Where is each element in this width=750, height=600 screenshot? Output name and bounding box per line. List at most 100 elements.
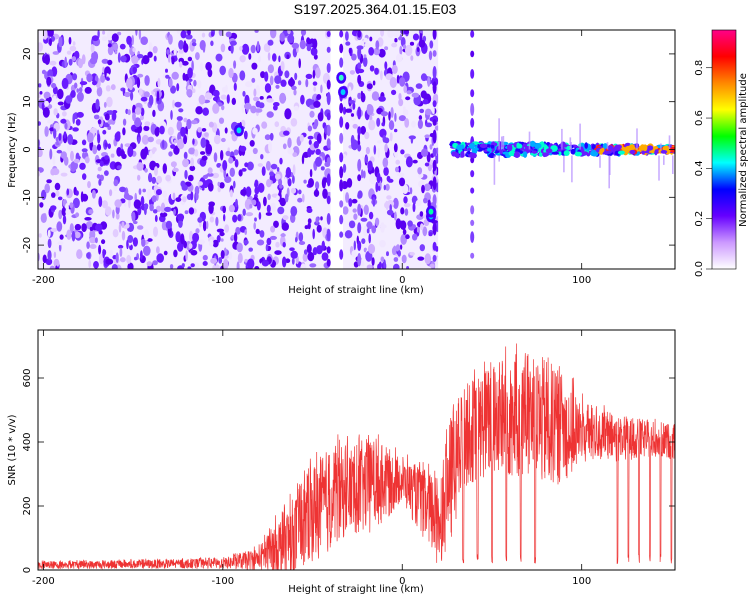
noise-blob [222, 160, 228, 171]
noise-blob [402, 184, 409, 195]
noise-blob [204, 92, 213, 100]
noise-blob [142, 188, 146, 193]
noise-blob [185, 250, 188, 261]
streak-blob [339, 179, 344, 192]
signal-blob [570, 149, 576, 154]
noise-blob [109, 189, 113, 197]
noise-blob [242, 208, 246, 216]
noise-blob [136, 77, 141, 89]
noise-blob [197, 79, 202, 89]
noise-blob [220, 150, 224, 161]
noise-blob [195, 228, 200, 234]
noise-blob [233, 149, 239, 156]
noise-blob [72, 113, 75, 125]
noise-blob [152, 147, 157, 152]
noise-blob [189, 165, 196, 172]
streak-blob [339, 231, 344, 238]
residual-streak [571, 155, 573, 183]
noise-blob [38, 83, 42, 88]
noise-blob [278, 55, 281, 63]
noise-blob [398, 93, 402, 101]
noise-blob [222, 205, 226, 214]
noise-blob [126, 239, 129, 250]
noise-blob [313, 100, 321, 108]
noise-blob [134, 128, 139, 133]
noise-blob [98, 196, 103, 208]
noise-blob [265, 244, 269, 252]
noise-blob [398, 115, 406, 122]
streak-blob [432, 100, 437, 108]
noise-blob [282, 215, 289, 221]
noise-blob [173, 249, 178, 258]
noise-blob [382, 134, 387, 143]
streak-blob [432, 119, 437, 126]
noise-blob [287, 178, 292, 187]
noise-blob [38, 170, 41, 177]
noise-blob [181, 60, 189, 66]
noise-blob [102, 200, 108, 209]
noise-blob [96, 174, 101, 179]
noise-blob [135, 30, 138, 36]
noise-blob [415, 83, 423, 89]
noise-blob [429, 263, 435, 268]
noise-blob [156, 246, 160, 254]
noise-blob [412, 202, 416, 213]
snr-ticks: -200 -100 0 100 0 200 400 600 [22, 330, 675, 587]
noise-blob [201, 32, 206, 38]
noise-blob [224, 224, 230, 233]
noise-blob [84, 217, 92, 221]
noise-blob [68, 58, 73, 66]
noise-blob [223, 214, 226, 222]
signal-blob [639, 144, 646, 151]
noise-blob [126, 254, 132, 264]
noise-blob [290, 118, 298, 127]
noise-blob [420, 148, 429, 157]
noise-blob [267, 64, 274, 74]
noise-blob [394, 128, 398, 133]
noise-blob [187, 174, 194, 182]
streak-blob [357, 74, 362, 85]
noise-blob [215, 216, 219, 227]
noise-blob [274, 75, 282, 84]
noise-blob [294, 72, 298, 81]
noise-blob [392, 197, 399, 209]
noise-blob [287, 34, 295, 44]
noise-blob [111, 33, 119, 42]
noise-blob [104, 155, 109, 160]
noise-blob [206, 172, 214, 177]
noise-blob [307, 135, 314, 140]
noise-blob [350, 113, 355, 117]
streak-blob [326, 79, 331, 90]
streak-blob [432, 159, 437, 172]
noise-blob [367, 160, 373, 172]
noise-blob [144, 121, 151, 127]
noise-blob [117, 52, 121, 63]
noise-blob [221, 137, 226, 143]
residual-streak [501, 136, 503, 150]
noise-blob [165, 68, 168, 73]
noise-blob [126, 35, 132, 45]
noise-blob [64, 56, 67, 68]
noise-blob [89, 237, 97, 244]
noise-blob [304, 225, 309, 230]
noise-blob [241, 102, 245, 114]
noise-blob [396, 172, 405, 177]
noise-blob [148, 42, 153, 53]
noise-blob [275, 241, 280, 248]
noise-blob [187, 67, 193, 79]
noise-blob [313, 86, 317, 92]
noise-blob [342, 163, 347, 173]
signal-blob [456, 144, 464, 151]
noise-blob [120, 143, 123, 150]
noise-blob [190, 191, 194, 201]
noise-blob [57, 101, 64, 106]
noise-blob [123, 192, 130, 200]
noise-blob [177, 213, 185, 221]
noise-blob [38, 233, 42, 238]
noise-blob [116, 165, 122, 170]
noise-blob [312, 81, 318, 86]
noise-blob [146, 261, 152, 267]
residual-streak [561, 128, 563, 150]
signal-blob [614, 146, 622, 150]
